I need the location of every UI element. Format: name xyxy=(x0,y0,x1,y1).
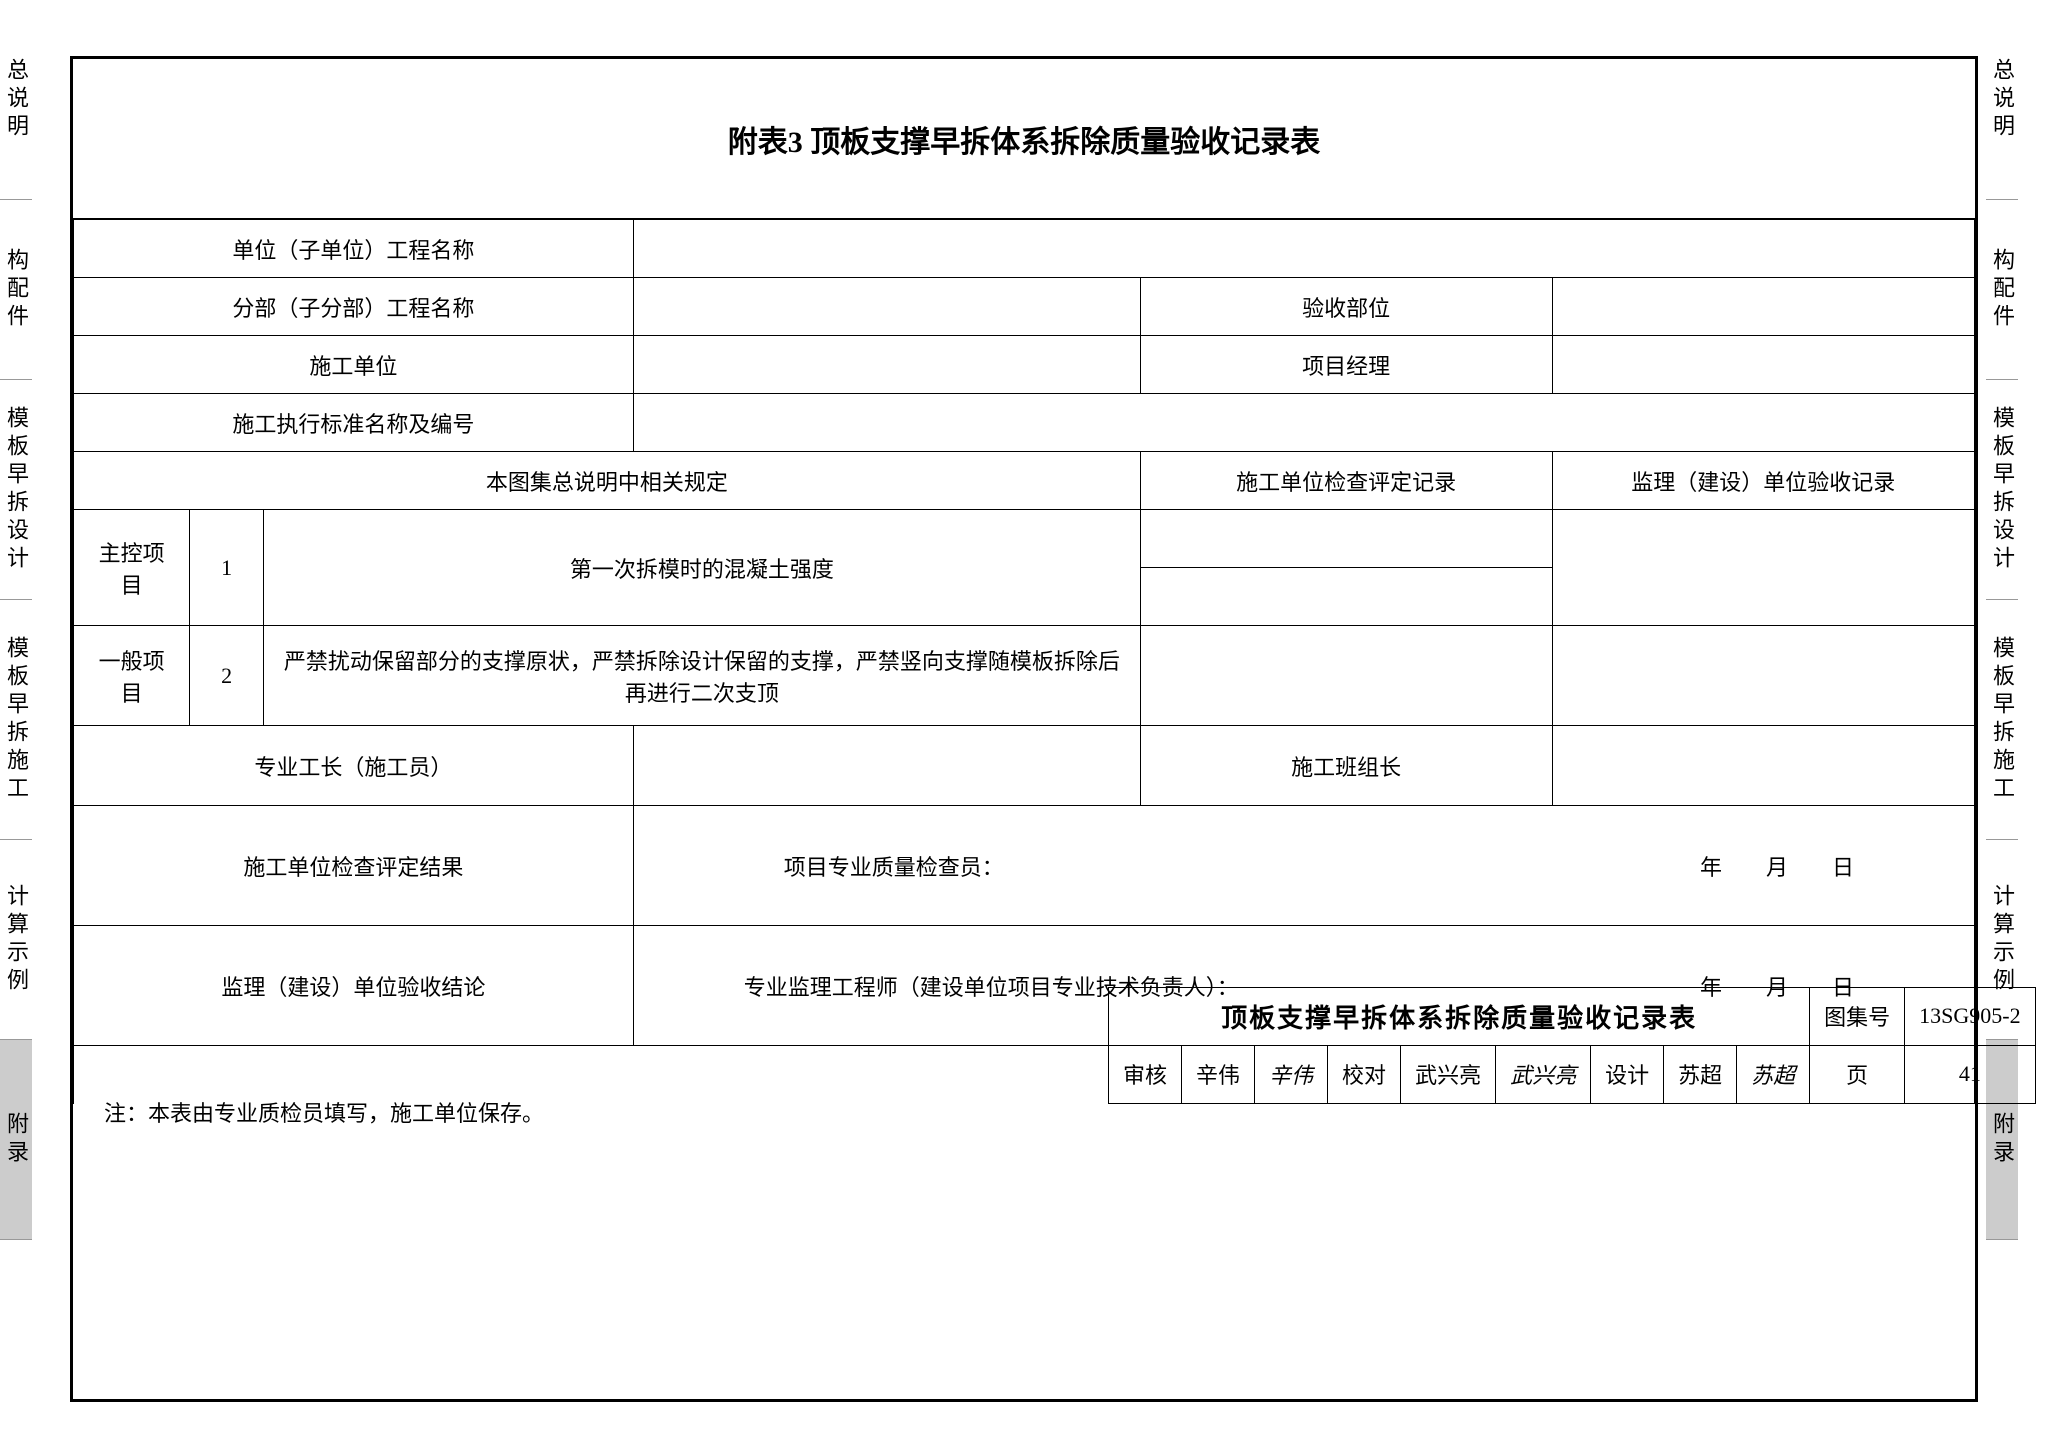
label-team-leader: 施工班组长 xyxy=(1140,726,1552,806)
date-placeholder-1: 年 月 日 xyxy=(1700,850,1854,882)
desc-main-item: 第一次拆模时的混凝土强度 xyxy=(264,510,1141,626)
tab-components: 构配件 xyxy=(0,200,32,380)
label-accept-part: 验收部位 xyxy=(1140,278,1552,336)
col-header-supervise: 监理（建设）单位验收记录 xyxy=(1552,452,1974,510)
label-check-result: 施工单位检查评定结果 xyxy=(74,806,634,926)
value-project-manager xyxy=(1552,336,1974,394)
value-team-leader xyxy=(1552,726,1974,806)
label-general-item: 一般项目 xyxy=(74,626,190,726)
value-accept-part xyxy=(1552,278,1974,336)
label-project-manager: 项目经理 xyxy=(1140,336,1552,394)
value-sub-project xyxy=(633,278,1140,336)
label-unit-project: 单位（子单位）工程名称 xyxy=(74,220,634,278)
check-main-2 xyxy=(1140,568,1552,626)
table-row: 施工执行标准名称及编号 xyxy=(74,394,1975,452)
main-frame: 附表3 顶板支撑早拆体系拆除质量验收记录表 单位（子单位）工程名称 分部（子分部… xyxy=(70,56,1978,1402)
supervise-main xyxy=(1552,510,1974,626)
table-row: 单位（子单位）工程名称 xyxy=(74,220,1975,278)
tab-general-r: 总说明 xyxy=(1986,0,2018,200)
table-row: 专业工长（施工员） 施工班组长 xyxy=(74,726,1975,806)
title-block: 顶板支撑早拆体系拆除质量验收记录表 图集号 13SG905-2 审核 辛伟 辛伟… xyxy=(1108,987,1974,1104)
tab-general: 总说明 xyxy=(0,0,32,200)
label-standard: 施工执行标准名称及编号 xyxy=(74,394,634,452)
side-tabs-right: 总说明 构配件 模板早拆设计 模板早拆施工 计算示例 附录 xyxy=(1986,0,2048,1456)
table-row: 施工单位 项目经理 xyxy=(74,336,1975,394)
table-row-note: 注：本表由专业质检员填写，施工单位保存。 顶板支撑早拆体系拆除质量验收记录表 图… xyxy=(74,1046,1975,1104)
value-unit-project xyxy=(633,220,1974,278)
desc-general-item: 严禁扰动保留部分的支撑原状，严禁拆除设计保留的支撑，严禁竖向支撑随模板拆除后再进… xyxy=(264,626,1141,726)
tab-components-r: 构配件 xyxy=(1986,200,2018,380)
col-header-check: 施工单位检查评定记录 xyxy=(1140,452,1552,510)
document-title: 附表3 顶板支撑早拆体系拆除质量验收记录表 xyxy=(73,59,1975,219)
tab-construction-r: 模板早拆施工 xyxy=(1986,600,2018,840)
col-header-spec: 本图集总说明中相关规定 xyxy=(74,452,1141,510)
value-construction-unit xyxy=(633,336,1140,394)
num-1: 1 xyxy=(190,510,264,626)
value-standard xyxy=(633,394,1974,452)
label-supervise-conclusion: 监理（建设）单位验收结论 xyxy=(74,926,634,1046)
check-general xyxy=(1140,626,1552,726)
supervise-general xyxy=(1552,626,1974,726)
table-row: 施工单位检查评定结果 项目专业质量检查员： 年 月 日 xyxy=(74,806,1975,926)
num-2: 2 xyxy=(190,626,264,726)
table-row: 主控项目 1 第一次拆模时的混凝土强度 xyxy=(74,510,1975,568)
table-row: 本图集总说明中相关规定 施工单位检查评定记录 监理（建设）单位验收记录 xyxy=(74,452,1975,510)
tab-calc: 计算示例 xyxy=(0,840,32,1040)
tab-design-r: 模板早拆设计 xyxy=(1986,380,2018,600)
tab-design: 模板早拆设计 xyxy=(0,380,32,600)
checker-label: 项目专业质量检查员： xyxy=(784,855,1004,880)
label-construction-unit: 施工单位 xyxy=(74,336,634,394)
label-main-item: 主控项目 xyxy=(74,510,190,626)
tab-appendix: 附录 xyxy=(0,1040,32,1240)
table-row: 分部（子分部）工程名称 验收部位 xyxy=(74,278,1975,336)
side-tabs-left: 总说明 构配件 模板早拆设计 模板早拆施工 计算示例 附录 xyxy=(0,0,62,1456)
value-foreman xyxy=(633,726,1140,806)
page-container: 总说明 构配件 模板早拆设计 模板早拆施工 计算示例 附录 总说明 构配件 模板… xyxy=(0,0,2048,1456)
title-block-title: 顶板支撑早拆体系拆除质量验收记录表 xyxy=(1109,987,1810,1045)
tab-construction: 模板早拆施工 xyxy=(0,600,32,840)
table-row: 一般项目 2 严禁扰动保留部分的支撑原状，严禁拆除设计保留的支撑，严禁竖向支撑随… xyxy=(74,626,1975,726)
acceptance-form-table: 单位（子单位）工程名称 分部（子分部）工程名称 验收部位 施工单位 项目经理 施… xyxy=(73,219,1975,1104)
note-text: 注：本表由专业质检员填写，施工单位保存。 xyxy=(104,1096,544,1128)
check-main-1 xyxy=(1140,510,1552,568)
label-sub-project: 分部（子分部）工程名称 xyxy=(74,278,634,336)
label-foreman: 专业工长（施工员） xyxy=(74,726,634,806)
value-check-result: 项目专业质量检查员： 年 月 日 xyxy=(633,806,1974,926)
